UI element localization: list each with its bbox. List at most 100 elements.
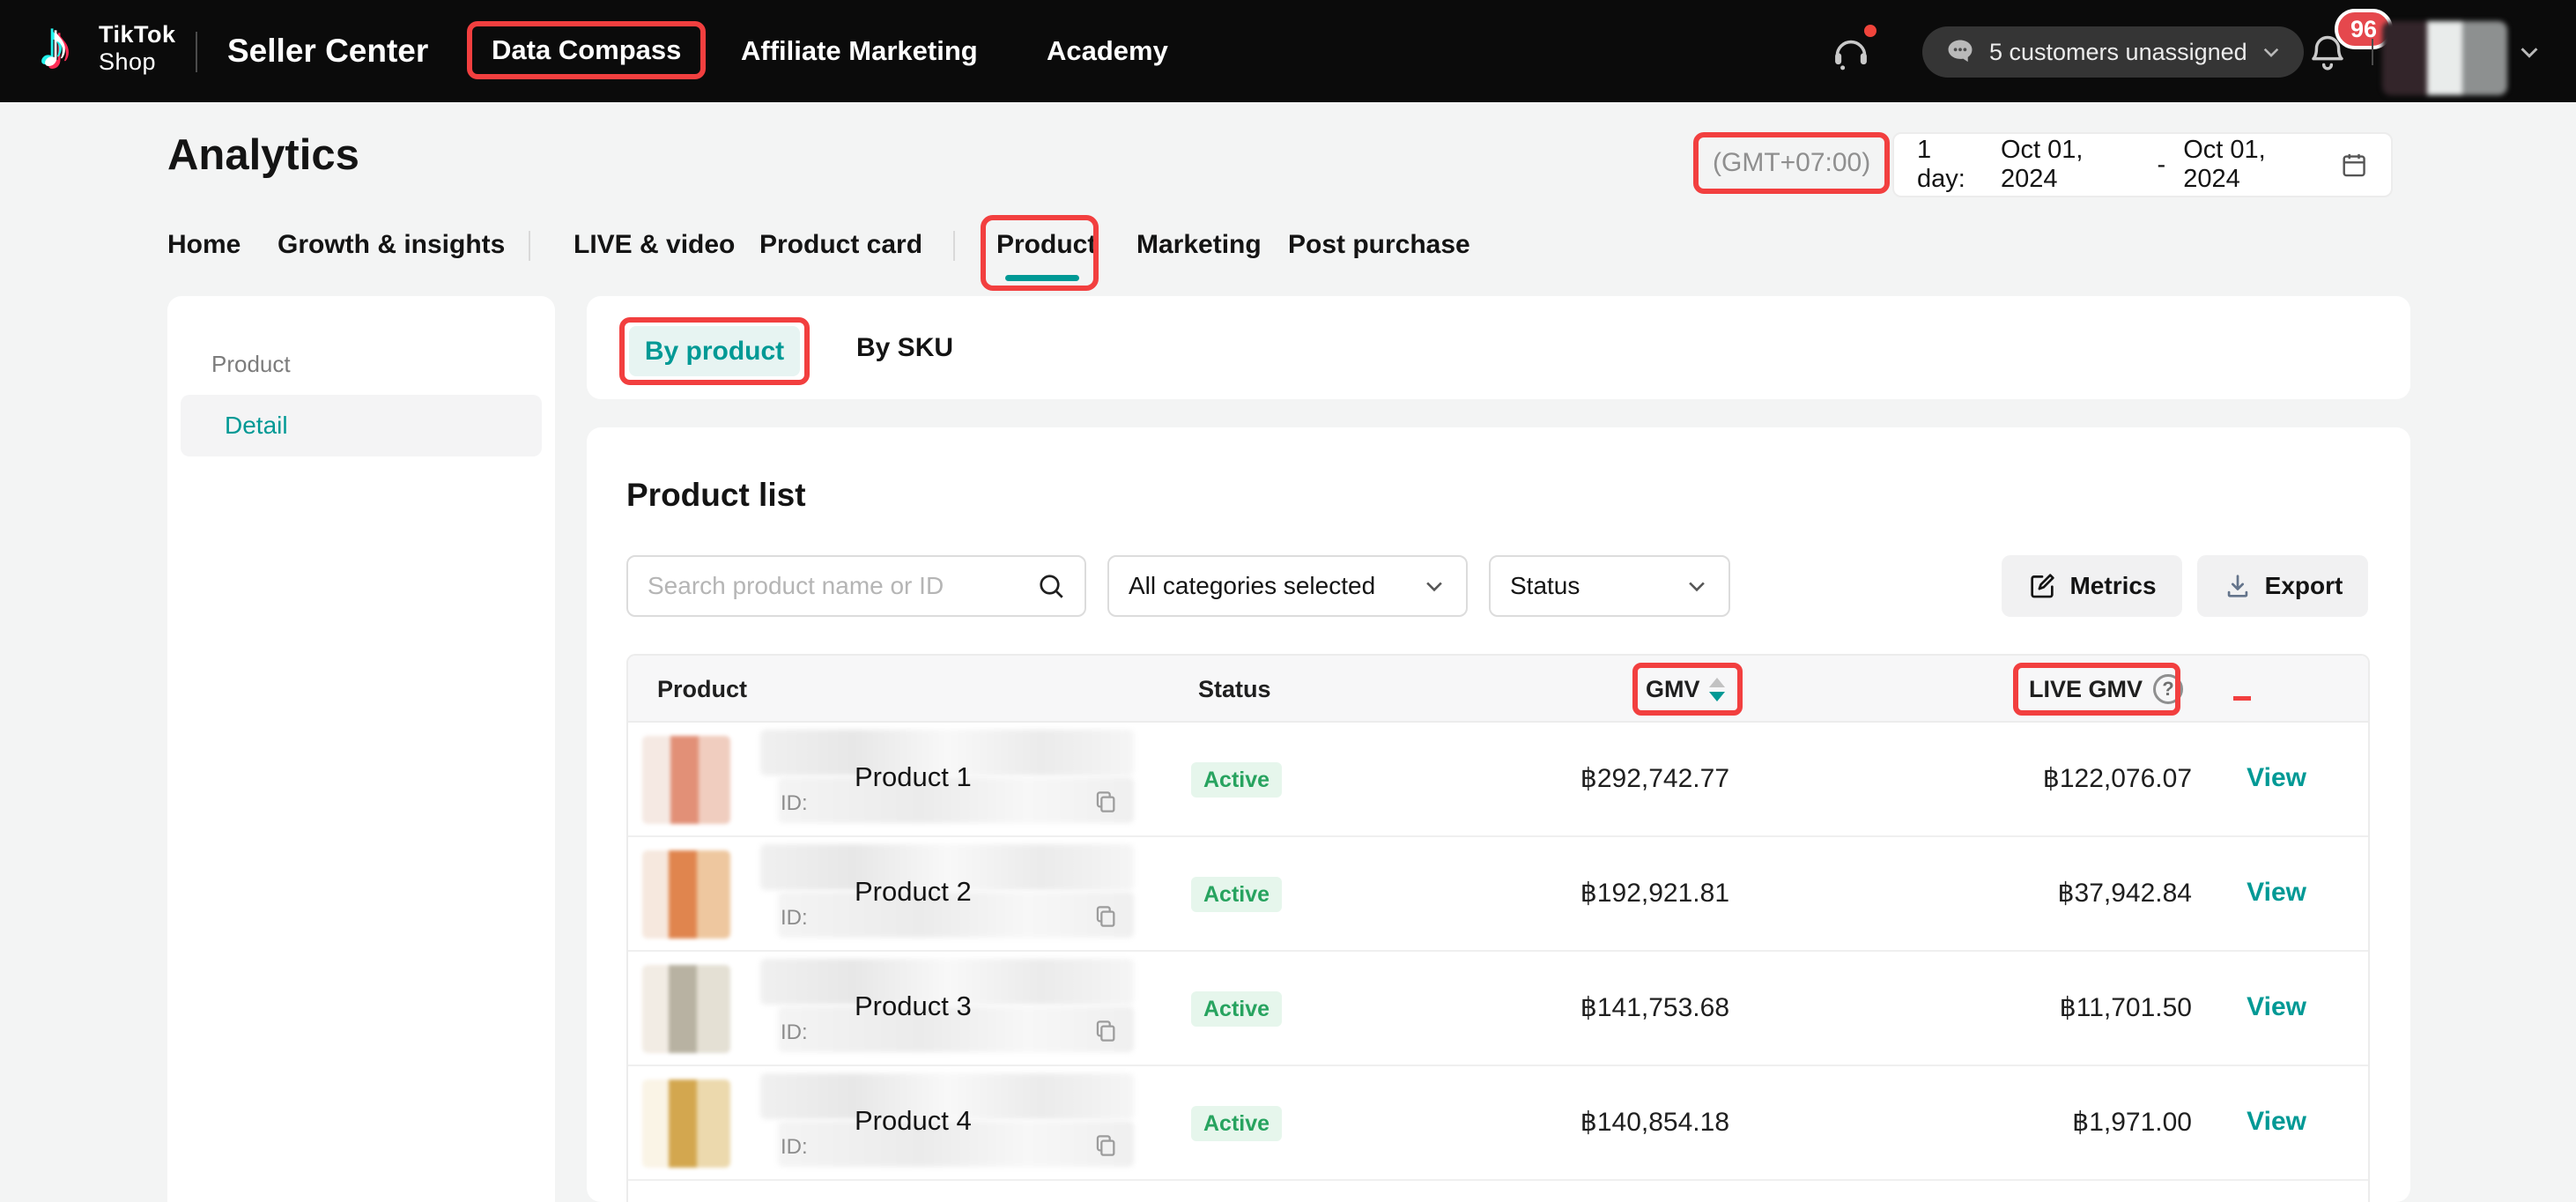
redacted-product-name: [760, 959, 1134, 1005]
tab-post-purchase[interactable]: Post purchase: [1288, 230, 1470, 259]
product-id-label: ID:: [781, 906, 808, 930]
copy-icon[interactable]: [1092, 1017, 1120, 1045]
redacted-product-name: [760, 1073, 1134, 1119]
nav-academy[interactable]: Academy: [1047, 35, 1168, 66]
copy-icon[interactable]: [1092, 788, 1120, 816]
tab-home[interactable]: Home: [167, 230, 241, 259]
status-filter-value: Status: [1510, 572, 1580, 599]
customers-unassigned-label: 5 customers unassigned: [1989, 38, 2247, 65]
table-row: Product 1 ID: Active ฿292,742.77 ฿122,07…: [628, 723, 2368, 837]
date-range-label: 1 day:: [1917, 136, 1965, 193]
customers-unassigned-pill[interactable]: 5 customers unassigned: [1922, 26, 2304, 78]
status-badge: Active: [1191, 991, 1283, 1027]
notifications-bell-icon[interactable]: [2305, 28, 2350, 76]
search-input[interactable]: [646, 571, 1035, 601]
sidebar: Product Detail: [167, 296, 555, 1202]
toggle-by-product[interactable]: By product: [629, 326, 800, 376]
live-gmv-value: ฿37,942.84: [2057, 879, 2192, 908]
table-header-row: Product Status GMV LIVE GMV ?: [628, 656, 2368, 723]
nav-seller-center[interactable]: Seller Center: [227, 33, 429, 69]
view-toggle-card: [587, 296, 2410, 399]
product-thumbnail: [642, 1080, 730, 1168]
nav-affiliate-marketing[interactable]: Affiliate Marketing: [741, 35, 978, 66]
view-link[interactable]: View: [2247, 878, 2306, 907]
view-link[interactable]: View: [2247, 1107, 2306, 1136]
export-label: Export: [2264, 572, 2343, 599]
sort-ascending-icon: [1708, 677, 1725, 687]
tiktok-shop-logo[interactable]: TikTok Shop: [99, 21, 176, 76]
date-range-picker[interactable]: 1 day: Oct 01, 2024 - Oct 01, 2024: [1892, 132, 2393, 197]
tab-live-video[interactable]: LIVE & video: [574, 230, 736, 259]
product-name-label: Product 3: [855, 991, 972, 1021]
annotation-box-by-product: By product: [619, 317, 810, 385]
support-headset-icon[interactable]: [1829, 25, 1876, 74]
sidebar-item-label: Detail: [225, 412, 288, 439]
category-filter-value: All categories selected: [1129, 572, 1376, 599]
metrics-label: Metrics: [2069, 572, 2157, 599]
copy-icon[interactable]: [1092, 1132, 1120, 1160]
product-name-label: Product 4: [855, 1105, 972, 1136]
gmv-value: ฿141,753.68: [1580, 993, 1729, 1022]
product-id-label: ID:: [781, 1135, 808, 1159]
tab-divider: [953, 231, 955, 261]
column-header-status: Status: [1198, 675, 1271, 702]
table-row: Product 2 ID: Active ฿192,921.81 ฿37,942…: [628, 837, 2368, 952]
date-separator: -: [2157, 150, 2166, 179]
avatar[interactable]: [2382, 21, 2507, 95]
top-navigation-bar: ♪ TikTok Shop Seller Center Data Compass…: [0, 0, 2576, 102]
topbar-divider: [2372, 39, 2373, 65]
toggle-by-sku[interactable]: By SKU: [856, 333, 954, 362]
status-filter-dropdown[interactable]: Status: [1489, 555, 1730, 617]
sidebar-group-label: Product: [211, 351, 291, 377]
redacted-product-id: [778, 777, 1134, 823]
tab-product[interactable]: Product: [996, 230, 1097, 259]
logo-line2: Shop: [99, 48, 157, 75]
gmv-value: ฿292,742.77: [1580, 764, 1729, 793]
tab-marketing[interactable]: Marketing: [1136, 230, 1262, 259]
sidebar-item-detail[interactable]: Detail: [181, 395, 542, 456]
product-thumbnail: [642, 736, 730, 824]
view-link[interactable]: View: [2247, 763, 2306, 792]
tab-growth-insights[interactable]: Growth & insights: [278, 230, 506, 259]
column-header-gmv[interactable]: GMV: [1646, 656, 1725, 723]
nav-data-compass[interactable]: Data Compass: [467, 21, 707, 79]
metrics-button[interactable]: Metrics: [2002, 555, 2182, 617]
product-search: [626, 555, 1086, 617]
search-icon[interactable]: [1035, 570, 1067, 602]
product-table: Product Status GMV LIVE GMV ?: [626, 654, 2370, 1202]
edit-metrics-icon: [2031, 574, 2055, 598]
active-tab-underline: [1005, 275, 1079, 281]
product-list-title: Product list: [626, 477, 806, 513]
product-list-card: Product list All categories selected Sta…: [587, 427, 2410, 1202]
redacted-product-id: [778, 892, 1134, 938]
date-end: Oct 01, 2024: [2183, 136, 2266, 193]
export-button[interactable]: Export: [2197, 555, 2368, 617]
help-question-icon[interactable]: ?: [2153, 674, 2184, 704]
chevron-down-icon: [1689, 582, 1705, 592]
category-filter-dropdown[interactable]: All categories selected: [1107, 555, 1468, 617]
view-link[interactable]: View: [2247, 992, 2306, 1021]
copy-icon[interactable]: [1092, 902, 1120, 931]
annotation-box-data-compass: Data Compass: [467, 21, 707, 79]
live-gmv-value: ฿11,701.50: [2059, 993, 2192, 1022]
chevron-down-icon: [2263, 48, 2278, 57]
tab-divider: [529, 231, 530, 261]
calendar-icon: [2343, 153, 2365, 177]
gmv-value: ฿192,921.81: [1580, 879, 1729, 908]
product-name-label: Product 1: [855, 761, 972, 792]
support-notification-dot: [1864, 25, 1876, 37]
status-badge: Active: [1191, 1106, 1283, 1141]
status-badge: Active: [1191, 877, 1283, 912]
annotation-dash-mark: [2233, 696, 2251, 701]
tab-product-card[interactable]: Product card: [759, 230, 923, 259]
product-name-label: Product 2: [855, 876, 972, 907]
table-row-partial: [628, 1181, 2368, 1202]
sort-icon[interactable]: [1708, 677, 1725, 701]
account-chevron-down-icon[interactable]: [2516, 39, 2543, 65]
sort-descending-icon-active: [1708, 691, 1725, 701]
live-gmv-value: ฿1,971.00: [2072, 1108, 2192, 1137]
redacted-product-id: [778, 1006, 1134, 1052]
timezone-label: (GMT+07:00): [1713, 148, 1871, 177]
tiktok-note-icon: ♪: [39, 8, 71, 81]
product-thumbnail: [642, 850, 730, 939]
